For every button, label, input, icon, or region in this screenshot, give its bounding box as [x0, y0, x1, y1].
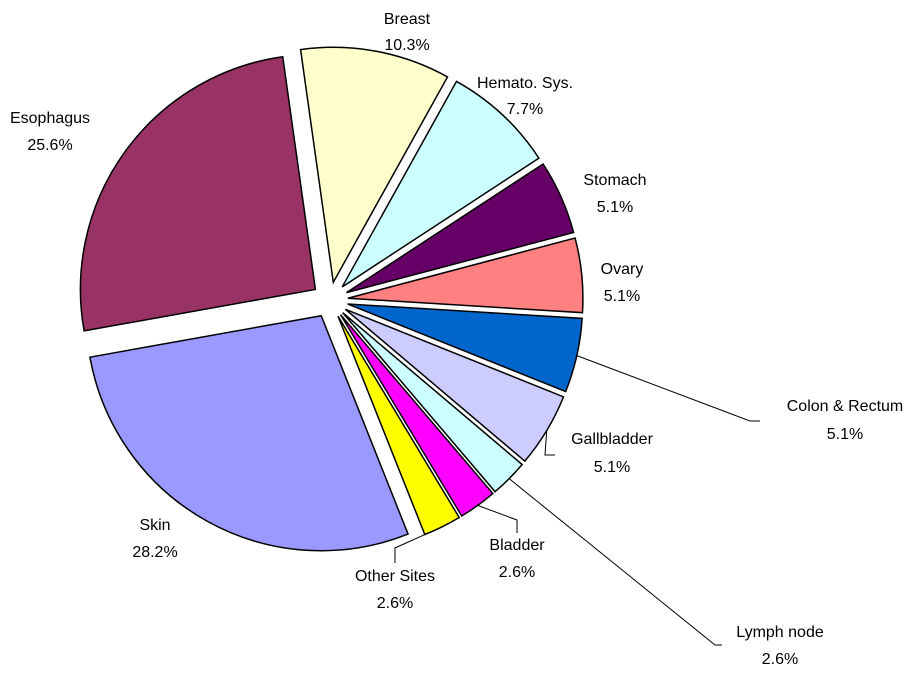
slice-label: Bladder	[489, 537, 545, 554]
slice-value-label: 25.6%	[27, 137, 72, 154]
pie-slice	[339, 314, 494, 517]
slice-value-label: 5.1%	[594, 459, 630, 476]
slice-value-label: 5.1%	[827, 426, 863, 443]
leader-line	[394, 526, 443, 563]
slice-value-label: 7.7%	[507, 101, 543, 118]
slice-value-label: 5.1%	[604, 288, 640, 305]
slice-value-label: 10.3%	[384, 37, 429, 54]
slice-label: Esophagus	[10, 110, 90, 127]
leader-line	[544, 430, 555, 456]
slice-value-label: 2.6%	[499, 564, 535, 581]
slice-label: Other Sites	[355, 568, 435, 585]
slice-label: Skin	[139, 517, 170, 534]
pie-slice	[346, 162, 575, 294]
pie-slice	[347, 237, 584, 314]
pie-slice	[89, 314, 410, 552]
slice-label: Stomach	[583, 172, 646, 189]
leader-line	[508, 478, 722, 646]
slice-value-label: 2.6%	[762, 651, 798, 668]
pie-slice	[341, 80, 540, 288]
slice-label: Ovary	[601, 261, 644, 278]
leader-line	[576, 355, 760, 422]
pie-slice	[299, 46, 449, 285]
slice-value-label: 2.6%	[377, 595, 413, 612]
slice-label: Breast	[384, 11, 431, 28]
pie-slice	[347, 303, 583, 393]
slice-label: Gallbladder	[571, 431, 654, 448]
pie-slice	[79, 55, 317, 332]
slice-label: Lymph node	[736, 624, 824, 641]
slice-value-label: 28.2%	[132, 544, 177, 561]
slice-label: Colon & Rectum	[787, 398, 904, 415]
slice-label: Hemato. Sys.	[477, 75, 573, 92]
leader-line	[477, 504, 518, 533]
slice-value-label: 5.1%	[597, 199, 633, 216]
